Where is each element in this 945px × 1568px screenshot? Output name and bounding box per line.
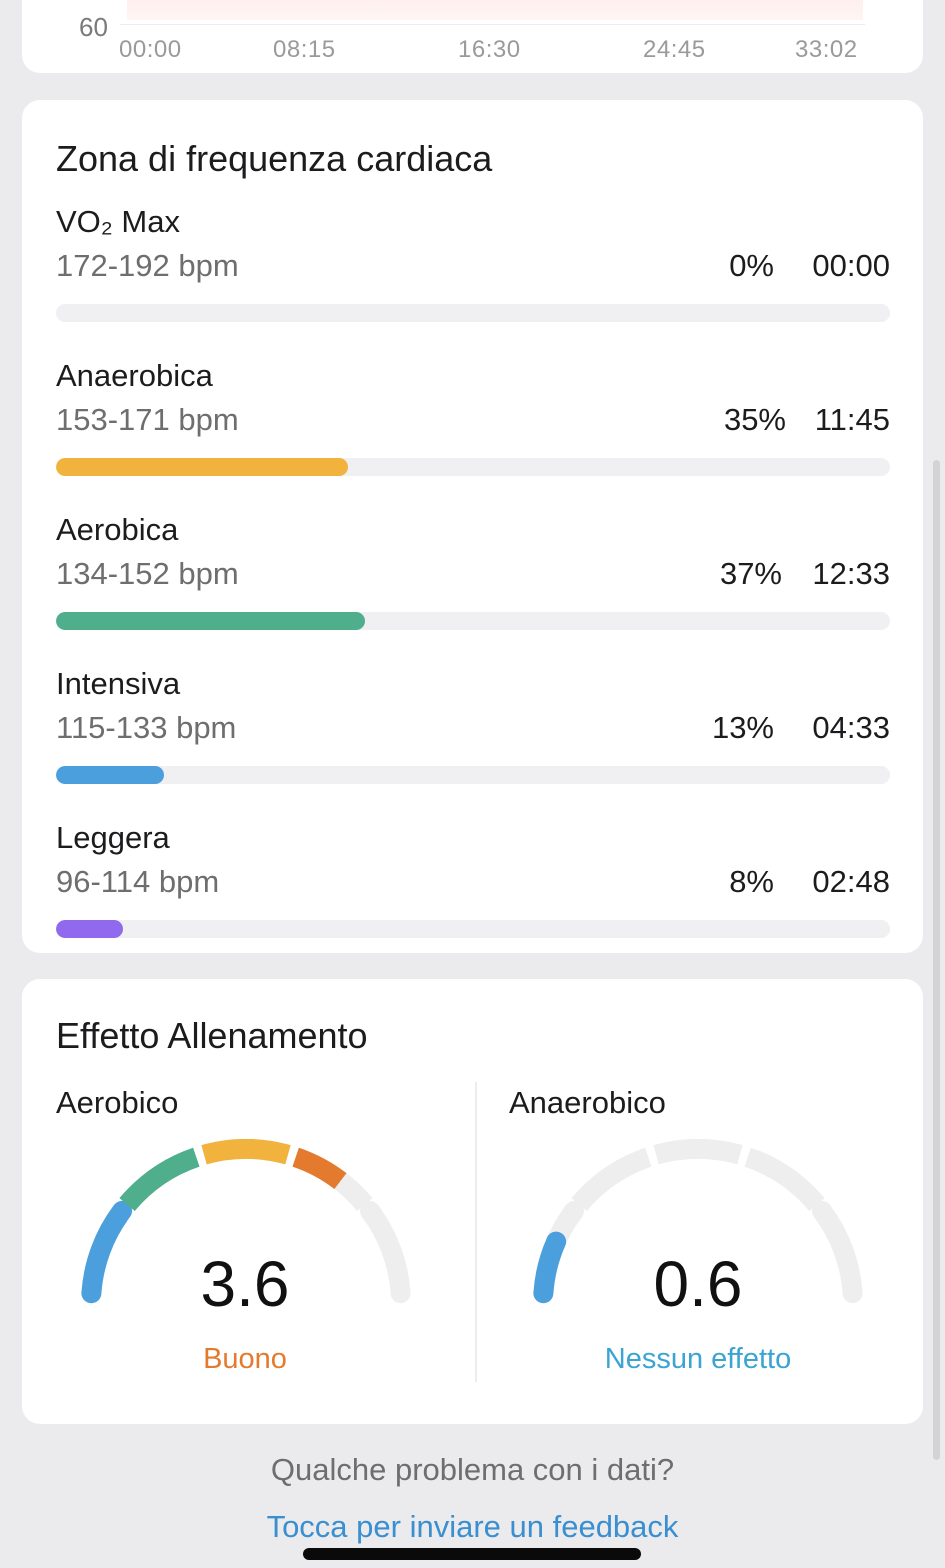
gauge-segment-track	[359, 1200, 411, 1304]
zone-progress-track	[56, 920, 890, 938]
zone-progress-fill	[56, 612, 365, 630]
zone-progress-track	[56, 304, 890, 322]
y-tick-label: 60	[79, 12, 108, 42]
anaerobic-gauge	[533, 1139, 863, 1304]
zone-row: Aerobica 134-152 bpm 37% 12:33	[56, 512, 890, 666]
gauge-segment-track	[653, 1139, 743, 1165]
scroll-indicator	[933, 460, 940, 1460]
gauge-segment-fill	[81, 1200, 133, 1304]
zone-range: 153-171 bpm	[56, 402, 239, 437]
zone-name: Leggera	[56, 820, 170, 855]
zone-name: Intensiva	[56, 666, 181, 701]
zone-time: 02:48	[812, 864, 890, 899]
zone-time: 04:33	[812, 710, 890, 745]
heart-rate-zones-card: Zona di frequenza cardiaca VO₂ Max 172-1…	[22, 100, 923, 953]
zone-percent: 0%	[729, 248, 774, 283]
anaerobic-value: 0.6	[653, 1248, 743, 1320]
zone-progress-track	[56, 458, 890, 476]
zone-range: 172-192 bpm	[56, 248, 239, 283]
zone-name: Aerobica	[56, 512, 179, 547]
data-problem-question: Qualche problema con i dati?	[270, 1452, 675, 1487]
zone-name: VO₂ Max	[56, 204, 180, 239]
zone-percent: 13%	[711, 710, 774, 745]
gauge-segment-fill	[533, 1231, 567, 1304]
gauge-segment-track	[744, 1147, 825, 1212]
zone-range: 115-133 bpm	[56, 710, 237, 745]
zone-percent: 37%	[719, 556, 782, 591]
aerobic-status: Buono	[203, 1343, 287, 1375]
zone-time: 12:33	[812, 556, 890, 591]
zone-progress-track	[56, 766, 890, 784]
zone-percent: 8%	[729, 864, 774, 899]
gauge-segment-track	[811, 1200, 863, 1304]
zone-progress-track	[56, 612, 890, 630]
x-tick-label: 16:30	[458, 36, 521, 63]
gauge-segment-fill	[292, 1147, 347, 1190]
heart-rate-chart-area	[127, 0, 863, 20]
zone-time: 11:45	[814, 402, 890, 437]
zones-title: Zona di frequenza cardiaca	[56, 138, 493, 179]
zone-range: 134-152 bpm	[56, 556, 239, 591]
zone-row: Anaerobica 153-171 bpm 35% 11:45	[56, 358, 890, 512]
zone-row: Intensiva 115-133 bpm 13% 04:33	[56, 666, 890, 820]
anaerobic-label: Anaerobico	[509, 1085, 666, 1120]
zone-percent: 35%	[723, 402, 786, 437]
x-tick-label: 33:02	[795, 36, 858, 63]
gauge-segment-track	[571, 1147, 652, 1212]
zone-progress-fill	[56, 458, 348, 476]
zone-progress-fill	[56, 766, 165, 784]
aerobic-gauge	[81, 1139, 411, 1304]
zone-row: Leggera 96-114 bpm 8% 02:48	[56, 820, 890, 974]
x-tick-label: 24:45	[643, 36, 706, 63]
zone-name: Anaerobica	[56, 358, 213, 393]
aerobic-label: Aerobico	[56, 1085, 179, 1120]
zone-time: 00:00	[812, 248, 890, 283]
x-tick-label: 08:15	[273, 36, 336, 63]
zone-progress-fill	[56, 920, 123, 938]
zone-range: 96-114 bpm	[56, 864, 220, 899]
home-indicator[interactable]	[303, 1548, 641, 1560]
anaerobic-status: Nessun effetto	[604, 1343, 792, 1375]
chart-baseline	[120, 24, 865, 25]
zone-row: VO₂ Max 172-192 bpm 0% 00:00	[56, 204, 890, 358]
x-tick-label: 00:00	[119, 36, 182, 63]
gauge-segment-fill	[201, 1139, 291, 1165]
gauge-divider	[475, 1082, 477, 1382]
send-feedback-link[interactable]: Tocca per inviare un feedback	[266, 1509, 679, 1544]
gauge-segment-fill	[119, 1147, 200, 1212]
training-effect-title: Effetto Allenamento	[56, 1015, 368, 1056]
training-effect-card: Effetto Allenamento Aerobico 3.6 Buono A…	[22, 979, 923, 1424]
heart-rate-chart-card: 60 00:00 08:15 16:30 24:45 33:02	[22, 0, 923, 73]
aerobic-value: 3.6	[200, 1248, 290, 1320]
